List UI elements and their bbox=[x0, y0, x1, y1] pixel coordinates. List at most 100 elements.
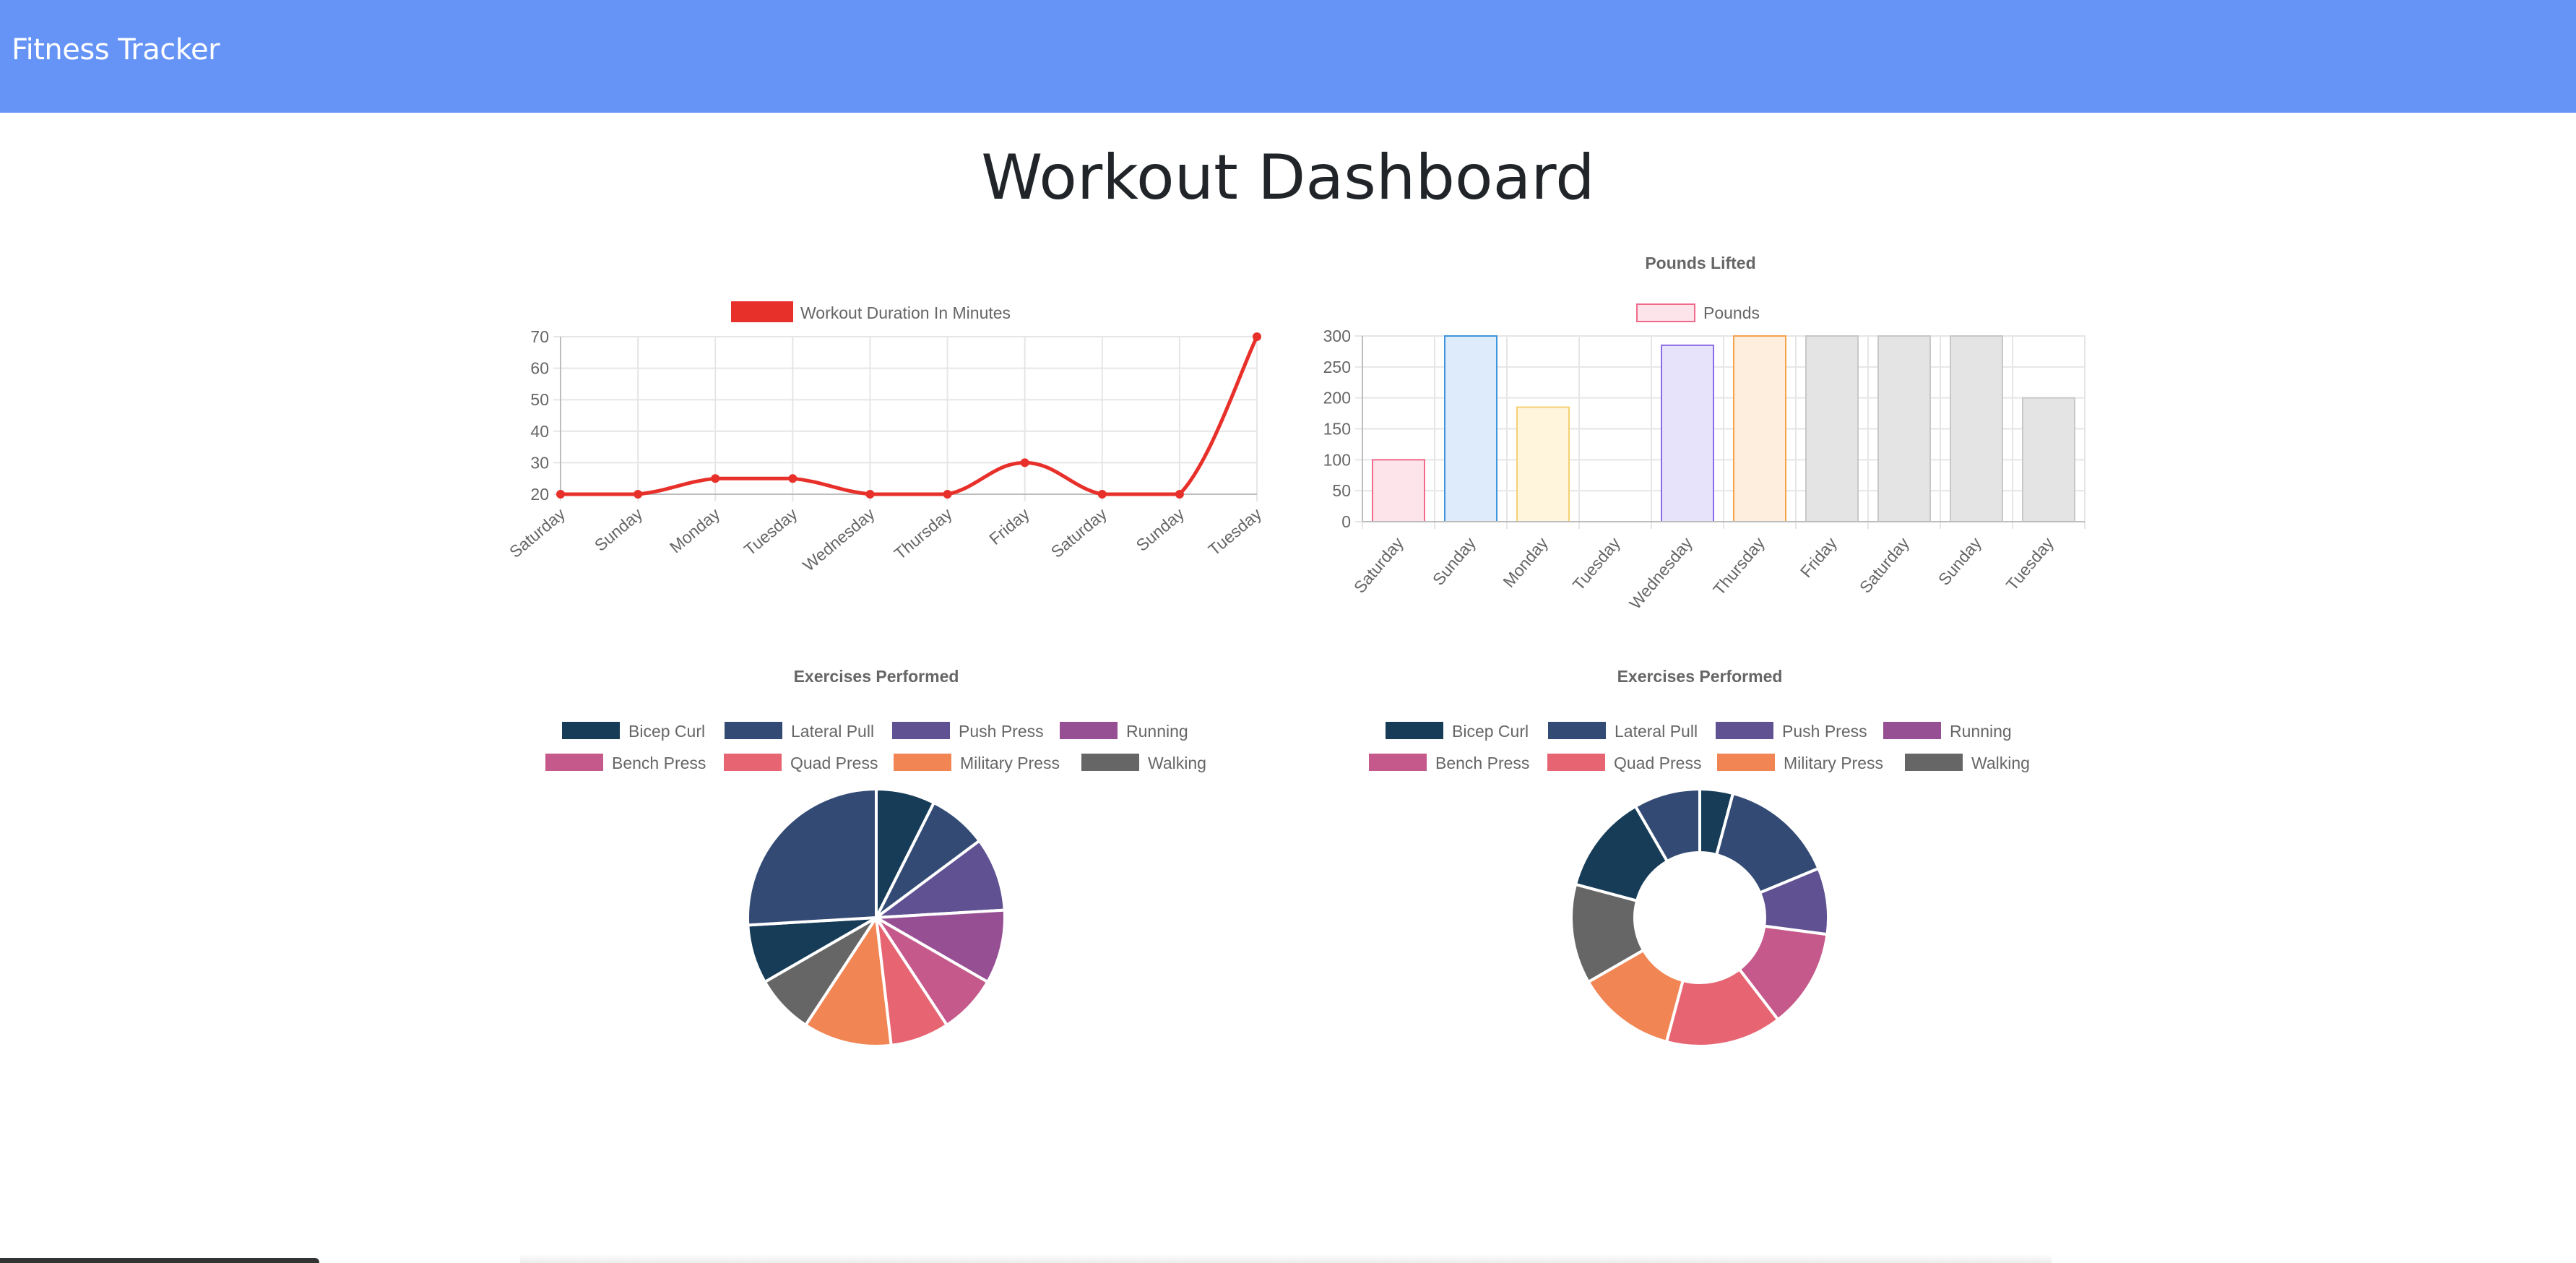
chart-title: Exercises Performed bbox=[794, 667, 959, 686]
x-tick-label: Sunday bbox=[591, 504, 647, 555]
x-tick-label: Sunday bbox=[1935, 533, 1985, 589]
legend-swatch bbox=[1905, 754, 1963, 771]
chart-title: Exercises Performed bbox=[1617, 667, 1783, 686]
legend-label: Military Press bbox=[1784, 754, 1883, 772]
pie-slice bbox=[746, 787, 878, 927]
brand-link[interactable]: Fitness Tracker bbox=[12, 33, 220, 66]
y-tick-label: 50 bbox=[530, 390, 549, 409]
page-title: Workout Dashboard bbox=[981, 142, 1595, 214]
data-point bbox=[634, 490, 643, 499]
x-tick-label: Tuesday bbox=[2002, 533, 2057, 594]
legend-label: Military Press bbox=[960, 754, 1060, 772]
y-tick-label: 60 bbox=[530, 359, 549, 378]
legend-label: Push Press bbox=[959, 722, 1044, 741]
pie-slice bbox=[871, 908, 1006, 984]
x-tick-label: Sunday bbox=[1429, 533, 1479, 589]
legend-label: Bicep Curl bbox=[628, 722, 705, 741]
legend-swatch bbox=[731, 301, 793, 322]
data-point bbox=[865, 490, 875, 499]
legend-label: Quad Press bbox=[790, 754, 878, 772]
y-tick-label: 20 bbox=[530, 485, 549, 504]
bar bbox=[1877, 335, 1931, 522]
pie-slice bbox=[1633, 787, 1701, 863]
y-tick-label: 50 bbox=[1332, 481, 1351, 500]
x-tick-label: Monday bbox=[666, 504, 724, 557]
x-tick-label: Wednesday bbox=[1625, 533, 1696, 613]
legend-swatch bbox=[1636, 303, 1695, 322]
legend-label: Lateral Pull bbox=[791, 722, 874, 741]
legend-swatch bbox=[892, 722, 950, 739]
legend-label: Bicep Curl bbox=[1452, 722, 1529, 741]
legend-swatch bbox=[1547, 754, 1605, 771]
x-tick-label: Thursday bbox=[1709, 533, 1768, 599]
legend-swatch bbox=[1060, 722, 1118, 739]
y-tick-label: 250 bbox=[1323, 358, 1351, 376]
bar bbox=[1516, 406, 1570, 522]
y-tick-label: 70 bbox=[530, 327, 549, 346]
x-tick-label: Saturday bbox=[1350, 533, 1407, 597]
x-tick-label: Friday bbox=[985, 504, 1033, 548]
bar bbox=[2022, 397, 2075, 522]
legend-label: Walking bbox=[1971, 754, 2030, 772]
legend-label: Running bbox=[1950, 722, 2012, 741]
x-tick-label: Wednesday bbox=[799, 504, 878, 575]
bar bbox=[1805, 335, 1859, 522]
data-point bbox=[1020, 458, 1029, 467]
y-tick-label: 100 bbox=[1323, 450, 1351, 469]
data-point bbox=[1175, 490, 1184, 499]
x-tick-label: Saturday bbox=[1047, 504, 1111, 561]
data-point bbox=[556, 490, 565, 499]
legend-label: Bench Press bbox=[612, 754, 706, 772]
legend-swatch bbox=[1883, 722, 1941, 739]
chart-title: Pounds Lifted bbox=[1645, 254, 1755, 272]
legend-label: Bench Press bbox=[1435, 754, 1529, 772]
legend-label: Push Press bbox=[1782, 722, 1867, 741]
legend-swatch bbox=[894, 754, 951, 771]
y-tick-label: 0 bbox=[1341, 512, 1351, 531]
exercises-doughnut-chart: Exercises Performed Bicep Curl Lateral Pul… bbox=[1369, 667, 2030, 1048]
bottom-shadow bbox=[520, 1254, 2052, 1263]
data-point bbox=[1253, 332, 1261, 341]
x-tick-label: Monday bbox=[1499, 533, 1552, 591]
legend-label: Pounds bbox=[1703, 303, 1760, 322]
y-tick-label: 150 bbox=[1323, 420, 1351, 439]
y-tick-label: 40 bbox=[530, 422, 549, 441]
x-tick-label: Sunday bbox=[1133, 504, 1188, 555]
legend-swatch bbox=[1717, 754, 1775, 771]
bar bbox=[1444, 335, 1497, 522]
bar bbox=[1372, 459, 1425, 523]
duration-line-chart: Workout Duration In Minutes 20 30 40 50 60 70 S… bbox=[506, 301, 1266, 575]
y-tick-label: 30 bbox=[530, 453, 549, 472]
bar bbox=[1733, 335, 1786, 522]
x-tick-label: Thursday bbox=[891, 504, 956, 564]
series-line bbox=[561, 335, 1259, 496]
data-point bbox=[943, 490, 952, 499]
legend-swatch bbox=[562, 722, 620, 739]
legend-label: Walking bbox=[1148, 754, 1206, 772]
navbar: Fitness Tracker bbox=[0, 0, 2576, 113]
legend-swatch bbox=[1386, 722, 1443, 739]
data-point bbox=[711, 474, 720, 483]
legend-swatch bbox=[1369, 754, 1427, 771]
exercises-pie-chart: Exercises Performed Bicep Curl Lateral Pul… bbox=[545, 667, 1206, 1048]
y-tick-label: 200 bbox=[1323, 389, 1351, 408]
pounds-bar-chart: Pounds Lifted Pounds 0 50 100 150 200 250 300 Sat… bbox=[1323, 254, 2086, 613]
legend-label: Running bbox=[1126, 722, 1188, 741]
data-point bbox=[1097, 490, 1107, 499]
data-point bbox=[788, 474, 798, 483]
pie-slice bbox=[871, 838, 1006, 920]
y-tick-label: 300 bbox=[1323, 327, 1351, 345]
legend-swatch bbox=[545, 754, 603, 771]
bar bbox=[1950, 335, 2003, 522]
bar bbox=[1661, 344, 1714, 522]
legend-swatch bbox=[724, 754, 782, 771]
x-tick-label: Tuesday bbox=[1205, 504, 1266, 559]
legend-label: Quad Press bbox=[1614, 754, 1701, 772]
bottom-left-bar bbox=[0, 1258, 319, 1263]
pie-slice bbox=[803, 913, 893, 1048]
legend-swatch bbox=[1716, 722, 1773, 739]
legend-label: Lateral Pull bbox=[1615, 722, 1698, 741]
x-tick-label: Friday bbox=[1797, 533, 1841, 581]
x-tick-label: Tuesday bbox=[740, 504, 801, 559]
x-tick-label: Saturday bbox=[506, 504, 569, 561]
